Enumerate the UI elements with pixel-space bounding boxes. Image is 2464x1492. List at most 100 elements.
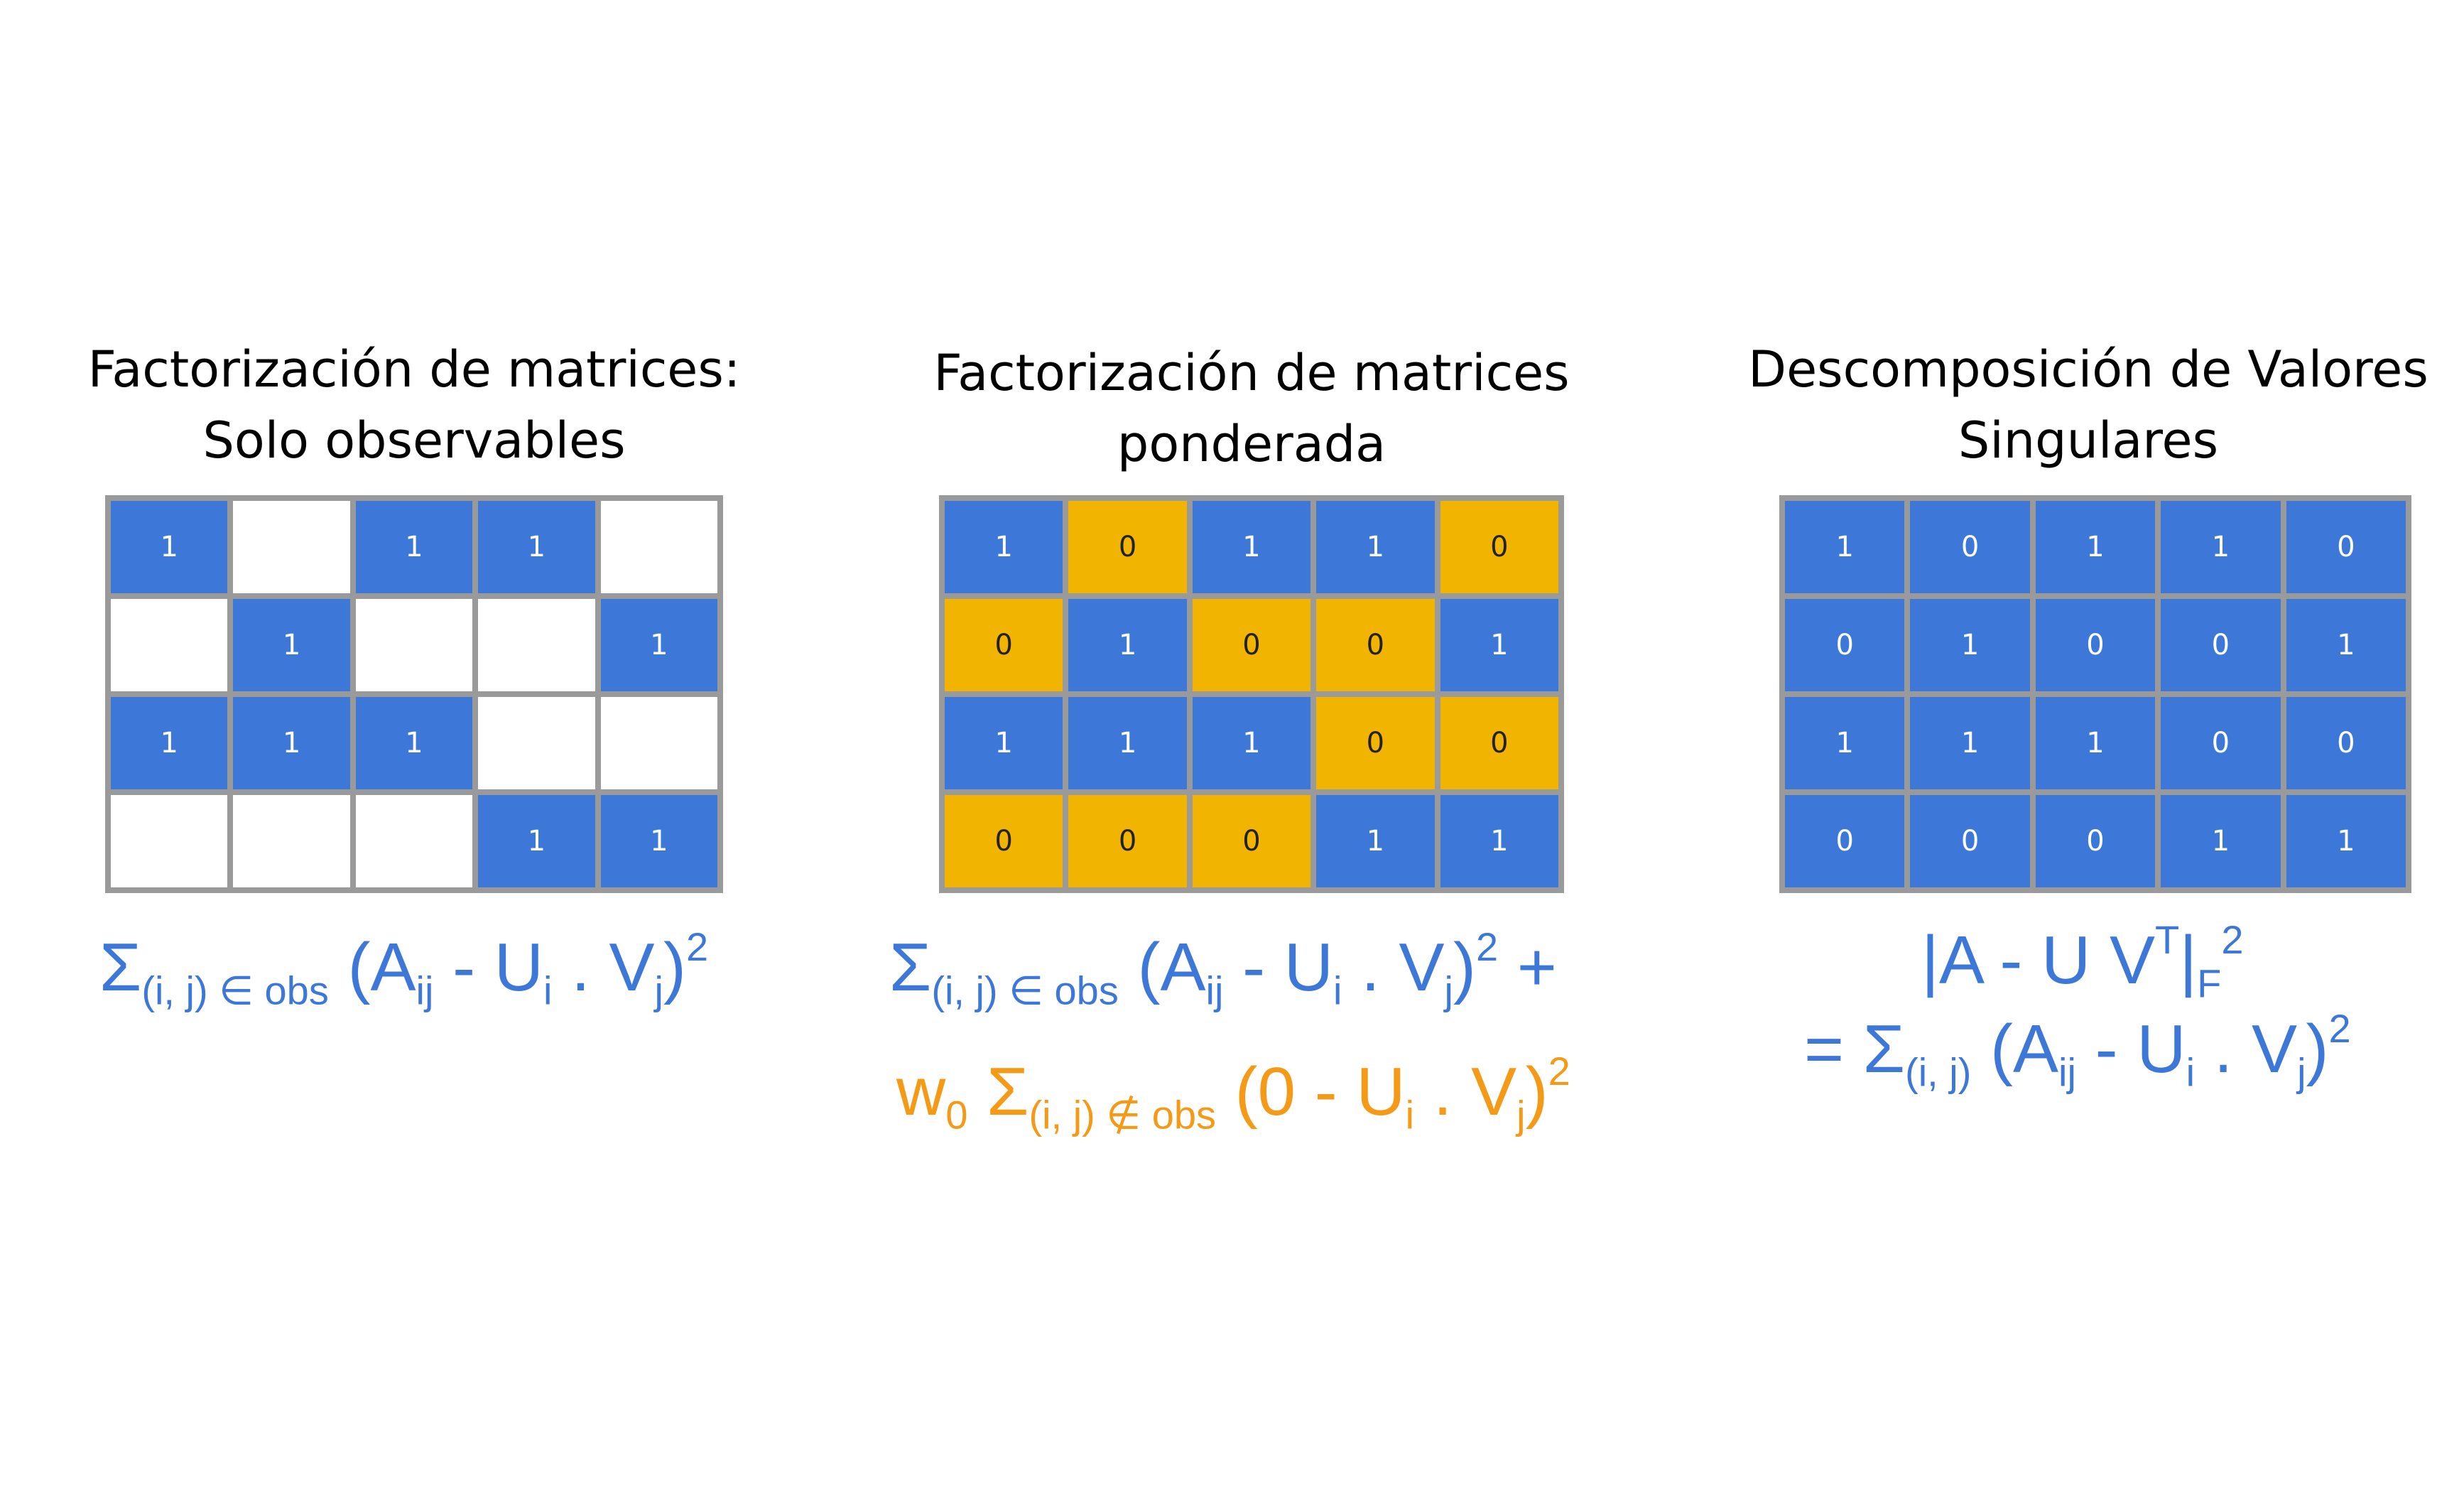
matrix-cell <box>478 697 595 789</box>
sigma-symbol: Σ <box>889 929 932 1005</box>
term-v: . V <box>552 929 655 1005</box>
sub-ij: ij <box>416 968 434 1013</box>
matrix-cell: 0 <box>1192 795 1311 887</box>
matrix-cell: 1 <box>945 697 1063 789</box>
matrix-cell: 1 <box>1785 697 1905 789</box>
panel-title: Factorización de matrices ponderada <box>933 337 1569 480</box>
weight-w: w <box>896 1054 946 1130</box>
square-exponent: 2 <box>685 924 709 969</box>
panel-title: Factorización de matrices: Solo observab… <box>88 334 741 476</box>
matrix-cell: 1 <box>111 697 228 789</box>
observed-loss-formula: Σ(i, j) ∈ obs (Aij - Ui . Vj)2 <box>99 927 708 1011</box>
svd-sum-formula: = Σ(i, j) (Aij - Ui . Vj)2 <box>1804 1009 2351 1093</box>
title-line-2: Solo observables <box>202 411 626 470</box>
matrix-cell: 0 <box>945 795 1063 887</box>
frobenius-subscript: F <box>2197 961 2222 1006</box>
matrix-cell: 1 <box>233 697 350 789</box>
square-exponent: 2 <box>2221 917 2244 962</box>
weighted-loss-formula-line-1: Σ(i, j) ∈ obs (Aij - Ui . Vj)2 + <box>889 927 1557 1011</box>
matrix-cell: 1 <box>355 501 473 593</box>
square-exponent: 2 <box>2328 1006 2351 1051</box>
matrix-cell: 1 <box>1910 697 2030 789</box>
sub-ij: ij <box>2058 1049 2076 1095</box>
weight-subscript: 0 <box>945 1092 968 1137</box>
title-line-1: Factorización de matrices: <box>87 340 741 399</box>
matrix-cell: 0 <box>1910 501 2030 593</box>
matrix-cell: 1 <box>2286 795 2406 887</box>
matrix-cell: 0 <box>1316 697 1435 789</box>
matrix-cell: 1 <box>111 501 228 593</box>
matrix-cell: 1 <box>478 795 595 887</box>
transpose-exponent: T <box>2155 917 2180 962</box>
matrix-cell: 0 <box>1192 599 1311 691</box>
sub-ij: ij <box>1205 968 1224 1013</box>
square-exponent: 2 <box>1548 1049 1570 1093</box>
matrix-cell: 1 <box>355 697 473 789</box>
matrix-cell: 1 <box>600 795 717 887</box>
term-v: . V <box>1414 1054 1517 1130</box>
matrix-cell: 1 <box>1192 501 1311 593</box>
sum-index-all: (i, j) <box>1905 1049 1972 1095</box>
title-line-2: ponderada <box>1117 415 1386 473</box>
matrix-cell <box>355 599 473 691</box>
sum-index-observed: (i, j) ∈ obs <box>931 968 1119 1013</box>
matrix-cell <box>600 501 717 593</box>
sigma-symbol: Σ <box>1862 1011 1906 1087</box>
norm-expression: |A - U V <box>1921 922 2156 998</box>
term-u: - U <box>2075 1011 2186 1087</box>
matrix-cell: 0 <box>1440 697 1558 789</box>
matrix-cell <box>233 501 350 593</box>
matrix-cell: 1 <box>2286 599 2406 691</box>
matrix-cell: 1 <box>2035 697 2156 789</box>
close-paren: ) <box>663 929 686 1005</box>
sub-j: j <box>2297 1049 2306 1095</box>
matrix-cell: 0 <box>2035 795 2156 887</box>
weighted-loss-formula-line-2: w0 Σ(i, j) ∉ obs (0 - Ui . Vj)2 <box>896 1052 1570 1135</box>
matrix-cell: 0 <box>2286 697 2406 789</box>
sub-j: j <box>1516 1092 1526 1137</box>
matrix-cell: 1 <box>1910 599 2030 691</box>
matrix-cell: 1 <box>1316 795 1435 887</box>
matrix-cell: 0 <box>1440 501 1558 593</box>
matrix-cell: 0 <box>1785 795 1905 887</box>
matrix-cell: 0 <box>2035 599 2156 691</box>
matrix-cell: 0 <box>1785 599 1905 691</box>
matrix-cell: 0 <box>1316 599 1435 691</box>
term-v: . V <box>2195 1011 2298 1087</box>
matrix-cell: 0 <box>2161 599 2281 691</box>
term-zero-u: (0 - U <box>1234 1054 1406 1130</box>
matrix-cell: 1 <box>1068 599 1187 691</box>
term-u: - U <box>1223 929 1334 1005</box>
term-a: (A <box>1137 929 1206 1005</box>
matrix-cell: 0 <box>1910 795 2030 887</box>
sub-i: i <box>1333 968 1342 1013</box>
close-paren: ) <box>1525 1054 1548 1130</box>
term-a: (A <box>1990 1011 2059 1087</box>
title-line-1: Descomposición de Valores <box>1748 340 2428 399</box>
matrix-cell: 1 <box>478 501 595 593</box>
square-exponent: 2 <box>1475 924 1499 969</box>
matrix-cell <box>111 599 228 691</box>
sub-j: j <box>654 968 663 1013</box>
sub-i: i <box>543 968 553 1013</box>
term-v: . V <box>1342 929 1445 1005</box>
matrix-cell: 1 <box>1316 501 1435 593</box>
matrix-cell: 0 <box>2286 501 2406 593</box>
matrix-cell: 0 <box>1068 501 1187 593</box>
matrix-cell <box>111 795 228 887</box>
sum-index-observed: (i, j) ∈ obs <box>141 968 329 1013</box>
matrix-cell <box>233 795 350 887</box>
matrix-cell: 1 <box>2161 795 2281 887</box>
matrix-cell: 0 <box>945 599 1063 691</box>
close-paren: ) <box>2306 1011 2329 1087</box>
sub-i: i <box>1405 1092 1415 1137</box>
sub-j: j <box>1444 968 1453 1013</box>
matrix-cell: 1 <box>1785 501 1905 593</box>
matrix-cell: 1 <box>1440 795 1558 887</box>
matrix-cell: 0 <box>1068 795 1187 887</box>
panel-title: Descomposición de Valores Singulares <box>1748 334 2428 476</box>
svd-norm-formula: |A - U VT|F2 <box>1921 920 2244 1004</box>
matrix-cell <box>478 599 595 691</box>
